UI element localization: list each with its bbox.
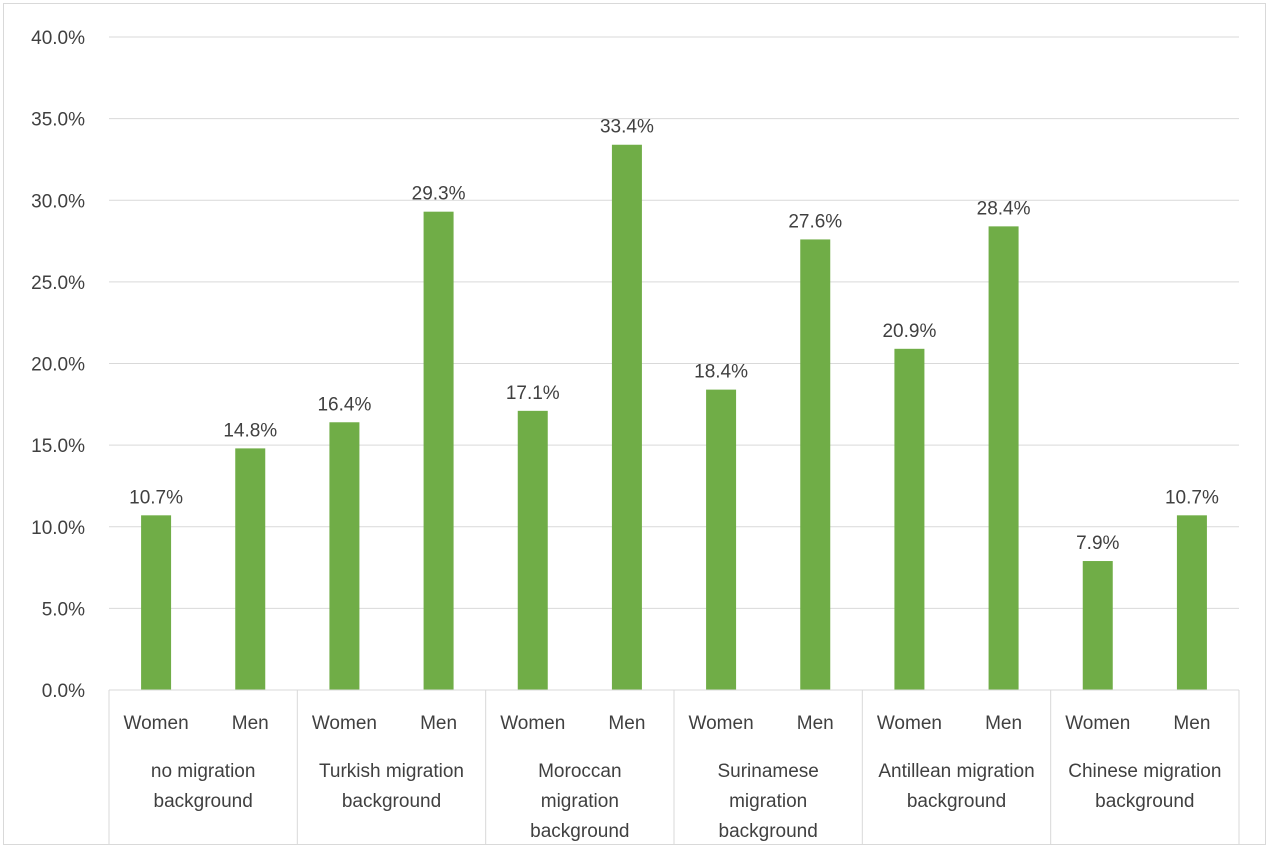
y-tick-label: 10.0% xyxy=(31,518,85,539)
data-label: 20.9% xyxy=(882,321,936,342)
data-label: 14.8% xyxy=(223,420,277,441)
data-label: 10.7% xyxy=(129,487,183,508)
bar xyxy=(1176,515,1207,690)
x-tick-label: Men xyxy=(608,713,645,734)
data-label: 28.4% xyxy=(977,198,1031,219)
bar xyxy=(800,239,831,690)
y-tick-label: 25.0% xyxy=(31,273,85,294)
x-tick-label: Men xyxy=(797,713,834,734)
bar xyxy=(988,226,1019,690)
y-axis-tick-labels: 0.0% 5.0% 10.0% 15.0% 20.0% 25.0% 30.0% 35.0% 40… xyxy=(31,28,85,702)
bar xyxy=(423,211,454,691)
data-label: 17.1% xyxy=(506,383,560,404)
y-tick-label: 40.0% xyxy=(31,28,85,49)
group-label: Antillean migration background xyxy=(878,761,1034,812)
y-tick-label: 5.0% xyxy=(42,599,85,620)
x-tick-label: Women xyxy=(689,713,754,734)
x-tick-label: Women xyxy=(500,713,565,734)
bar xyxy=(706,389,737,690)
x-tick-label: Women xyxy=(312,713,377,734)
data-label: 29.3% xyxy=(412,184,466,205)
group-label: Surinamese migration background xyxy=(717,761,818,842)
data-label: 16.4% xyxy=(317,394,371,415)
x-axis: Women Men no migration background Women Men Tu… xyxy=(108,689,1240,845)
x-tick-label: Men xyxy=(420,713,457,734)
data-label: 33.4% xyxy=(600,117,654,138)
bar xyxy=(611,144,642,690)
y-tick-label: 20.0% xyxy=(31,355,85,376)
data-label: 27.6% xyxy=(788,211,842,232)
gridlines xyxy=(109,36,1239,609)
bar xyxy=(141,515,172,690)
y-tick-label: 15.0% xyxy=(31,436,85,457)
group-label: no migration background xyxy=(151,761,256,812)
data-label: 18.4% xyxy=(694,362,748,383)
bar xyxy=(517,410,548,690)
y-tick-label: 35.0% xyxy=(31,110,85,131)
x-tick-label: Women xyxy=(124,713,189,734)
y-tick-label: 30.0% xyxy=(31,191,85,212)
x-tick-label: Women xyxy=(1065,713,1130,734)
data-labels: 10.7% 14.8% 16.4% 29.3% 17.1% 33.4% 18.4% 27.6%… xyxy=(129,117,1219,554)
bars xyxy=(141,144,1207,691)
bar xyxy=(329,422,360,690)
group-label: Chinese migration background xyxy=(1068,761,1221,812)
bar xyxy=(894,348,925,690)
data-label: 10.7% xyxy=(1165,487,1219,508)
group-label: Turkish migration background xyxy=(319,761,464,812)
x-tick-label: Women xyxy=(877,713,942,734)
x-tick-label: Men xyxy=(985,713,1022,734)
y-tick-label: 0.0% xyxy=(42,681,85,702)
group-label: Moroccan migration background xyxy=(530,761,629,842)
data-label: 7.9% xyxy=(1076,533,1119,554)
x-tick-label: Men xyxy=(232,713,269,734)
bar xyxy=(1082,561,1113,690)
bar xyxy=(235,448,266,690)
x-tick-label: Men xyxy=(1173,713,1210,734)
